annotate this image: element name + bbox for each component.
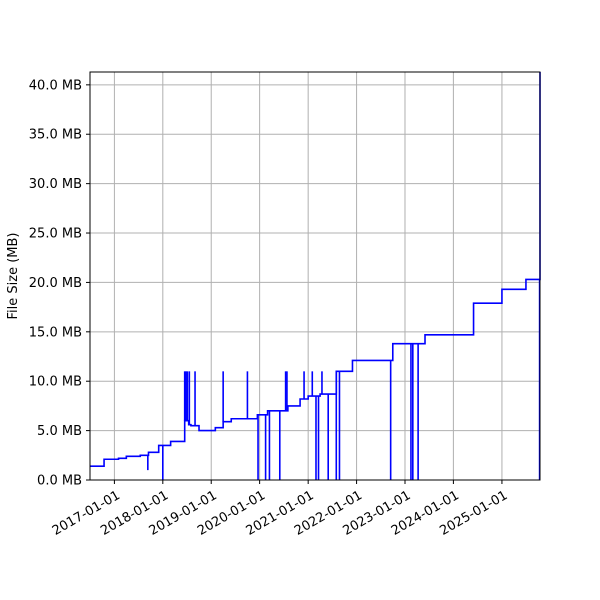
y-tick-label: 20.0 MB xyxy=(29,276,82,291)
y-tick-label: 10.0 MB xyxy=(29,375,82,390)
y-tick-label: 15.0 MB xyxy=(29,325,82,340)
y-tick-label: 35.0 MB xyxy=(29,128,82,143)
plot-frame xyxy=(89,71,541,481)
series-step-line xyxy=(90,72,541,467)
y-axis: 0.0 MB 5.0 MB 10.0 MB 15.0 MB 20.0 MB 25.0 MB… xyxy=(29,78,90,489)
y-tick-label: 30.0 MB xyxy=(29,177,82,192)
y-tick-label: 25.0 MB xyxy=(29,227,82,242)
y-axis-label: File Size (MB) xyxy=(6,233,21,320)
y-tick-label: 40.0 MB xyxy=(29,78,82,93)
x-axis: 2017-01-012018-01-012019-01-012020-01-01… xyxy=(50,480,510,539)
grid-lines xyxy=(90,72,540,481)
series-line xyxy=(90,72,541,480)
y-tick-label: 5.0 MB xyxy=(37,424,82,439)
y-tick-label: 0.0 MB xyxy=(37,474,82,489)
